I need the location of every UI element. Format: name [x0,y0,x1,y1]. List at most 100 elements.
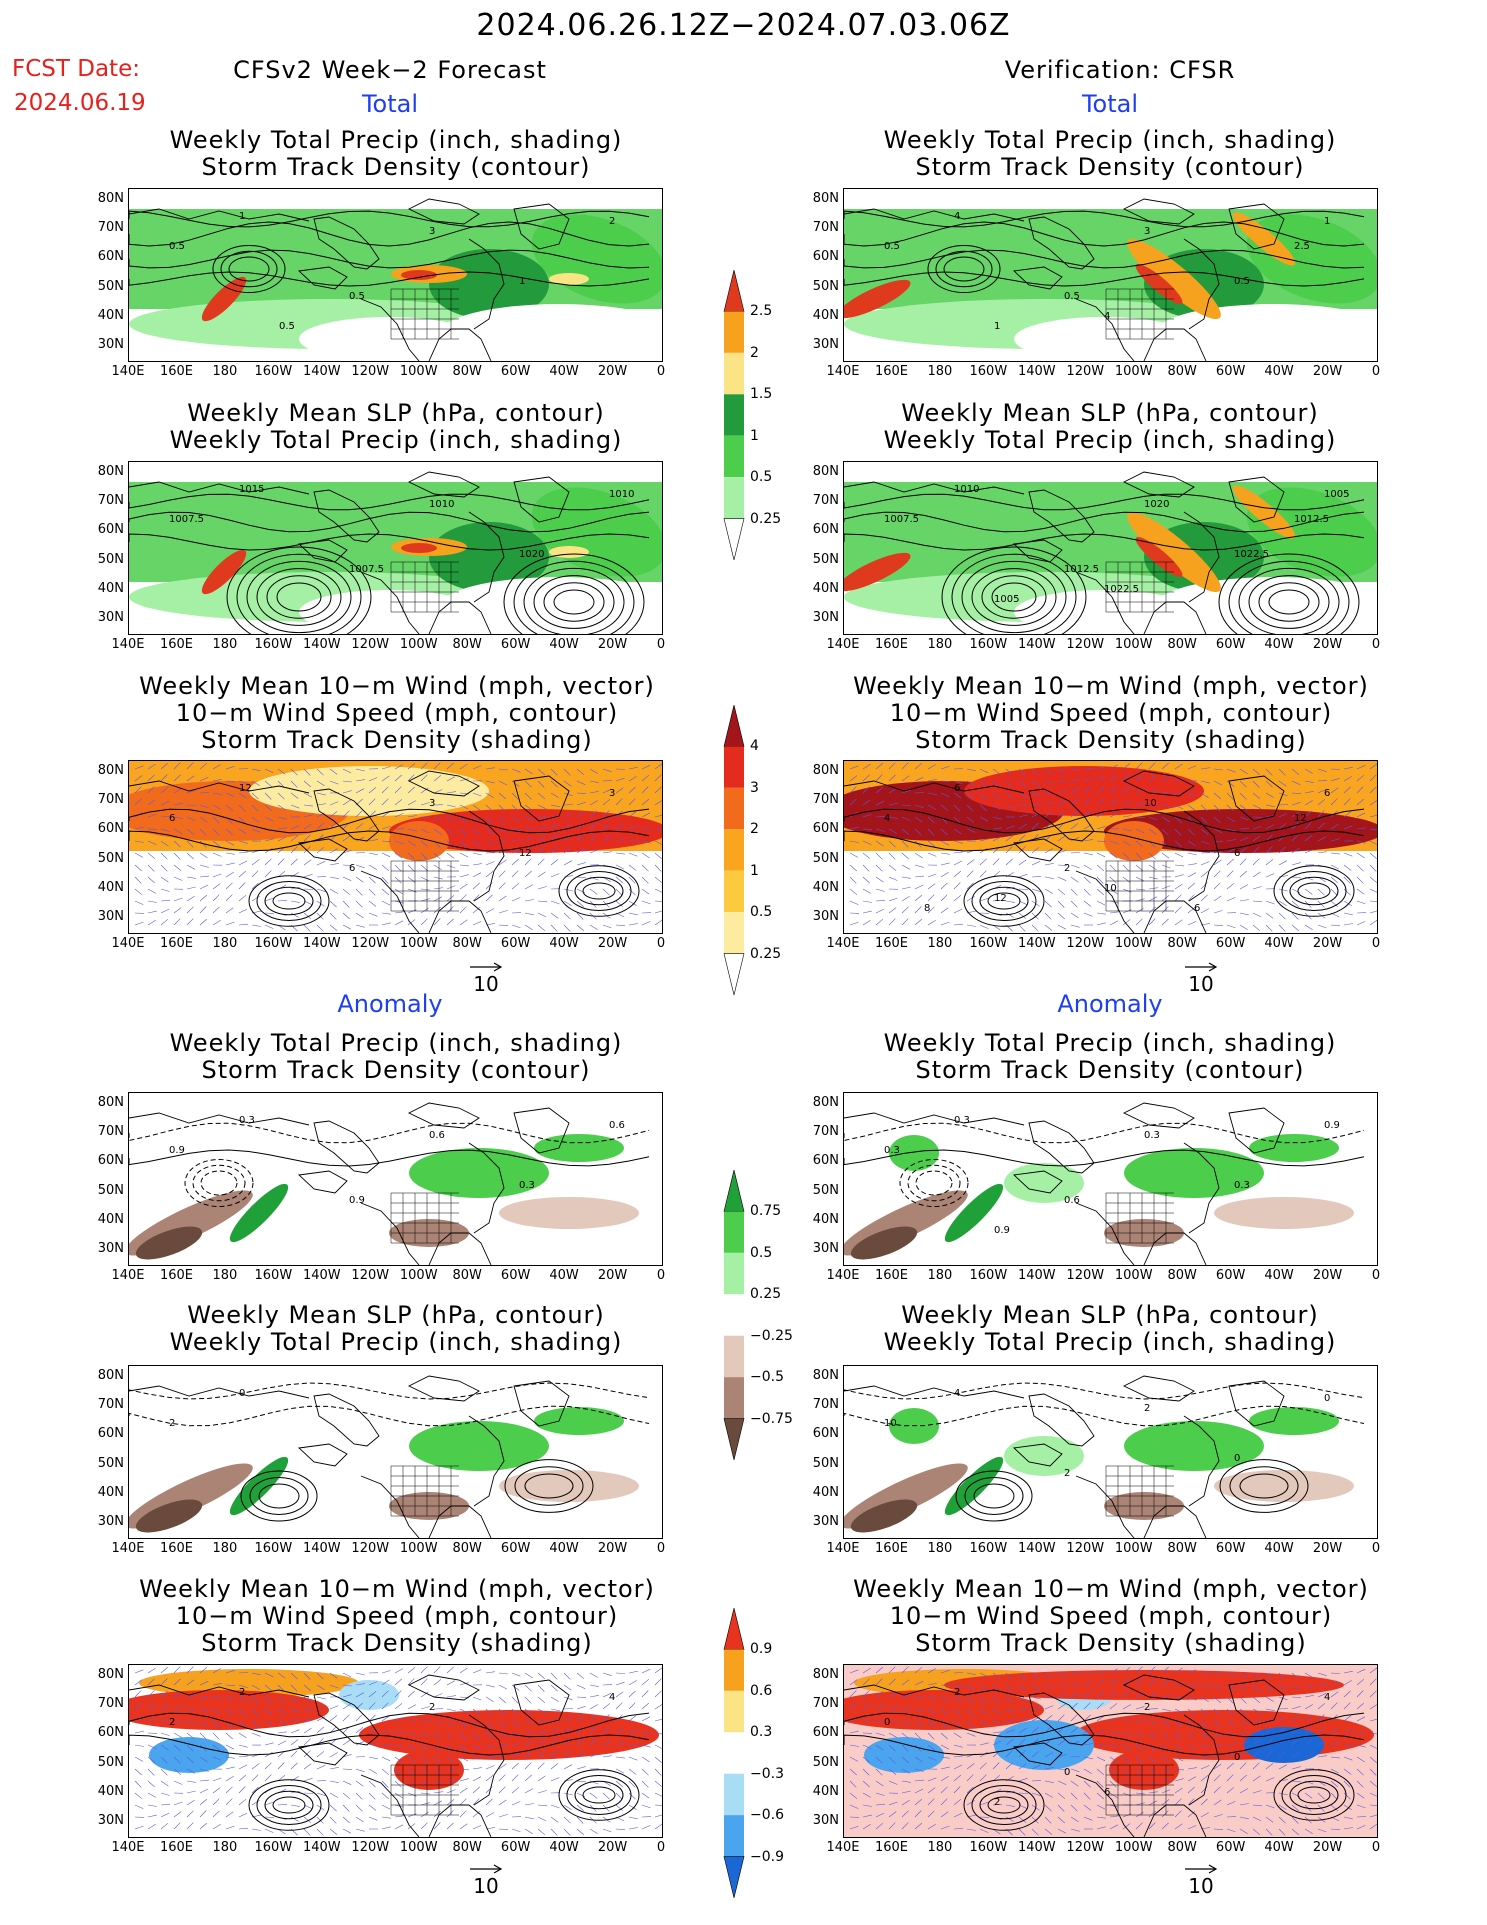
wind-vector [1330,876,1338,884]
lat-tick-label: 30N [812,909,839,924]
shade-blob [439,304,662,361]
wind-vector [303,1727,312,1734]
lat-tick-label: 70N [812,493,839,509]
wind-vector [173,1780,183,1785]
wind-vector [1226,924,1236,929]
wind-vector [485,908,494,914]
wind-vector [186,906,194,914]
wind-vector [1291,1816,1299,1824]
wind-vector [355,852,366,854]
wind-vector [1005,846,1013,854]
wind-vector [1317,1828,1327,1833]
wind-vector [173,897,183,902]
wind-vector [1031,924,1039,932]
wind-vector [537,924,546,932]
wind-vector [940,1775,949,1782]
wind-vector [1187,804,1196,811]
lon-tick-label: 0 [1371,364,1381,379]
wind-vector [1187,1767,1197,1770]
wind-vector [459,1682,469,1686]
contour-label: 1007.5 [169,514,204,525]
lon-tick-label: 180 [212,637,238,652]
wind-vector [1317,810,1325,818]
wind-vector [914,1822,922,1830]
wind-vector [953,1812,963,1818]
wind-vector [394,900,404,904]
wind-vector [979,1708,987,1716]
wind-vector [420,1802,430,1806]
wind-vector [147,1703,156,1710]
wind-vector [901,1679,910,1686]
wind-vector [979,858,987,866]
wind-vector [1278,888,1288,892]
wind-vector [927,1798,935,1806]
wind-vector [1044,876,1054,879]
wind-vector [589,888,598,895]
wind-vector [407,919,416,926]
wind-vector [654,1690,662,1698]
coastline [129,208,310,222]
wind-vector [914,792,925,794]
wind-vector [134,1702,142,1710]
wind-vector [1252,1739,1261,1746]
lon-tick-label: 120W [351,936,390,951]
shading-layer [844,1134,1354,1260]
contour-label: 0 [1234,1453,1240,1464]
wind-vector [485,767,495,770]
wind-vector [355,864,365,869]
contour-line [129,533,650,551]
contour-label: 6 [349,863,355,874]
contour-label: 3 [609,788,615,799]
lon-tick-label: 0 [656,1268,666,1283]
wind-vector [433,1720,443,1725]
wind-vector [368,1714,376,1722]
contour-label: 0.3 [954,1115,970,1126]
wind-vector [264,1684,273,1692]
wind-vector [290,825,300,830]
wind-vector [615,1691,624,1698]
wind-vector [940,1732,948,1740]
lat-tick-label: 80N [97,464,124,479]
wind-vector [1187,1669,1197,1674]
wind-vector [914,828,922,836]
lat-tick-label: 80N [97,1368,124,1383]
wind-vector [615,852,625,855]
shading-layer [129,1665,662,1837]
lon-tick-label: 160E [874,1268,908,1283]
wind-vector [1265,815,1275,818]
wind-vector [1304,1714,1312,1722]
wind-vector [1070,779,1080,782]
wind-vector [459,864,470,867]
wind-vector [472,1669,482,1674]
wind-vector [524,1803,534,1806]
lat-tick-label: 80N [812,191,839,206]
wind-vector [446,852,455,859]
lon-tick-label: 140E [111,364,145,379]
lon-tick-label: 60W [500,936,531,951]
wind-vector [342,924,352,930]
wind-vector [1174,894,1182,902]
wind-vector [654,828,662,831]
wind-vector [1330,1672,1341,1674]
wind-vector [1252,792,1261,800]
wind-vector [1031,822,1039,830]
colorbar-label: 0.5 [750,469,773,486]
wind-vector [134,1730,144,1734]
wind-vector [953,851,963,854]
wind-vector [992,792,1000,800]
wind-vector [1239,858,1247,866]
wind-vector [407,1667,416,1674]
wind-vector [134,888,143,895]
wind-vector [160,1812,170,1818]
wind-vector [186,886,196,890]
wind-vector [1070,823,1079,830]
wind-vector [212,920,221,926]
wind-vector [641,1702,649,1710]
wind-vector [420,1691,429,1698]
wind-vector [550,780,558,788]
contour-label: 0.3 [1144,1130,1160,1141]
wind-vector [433,918,441,926]
wind-vector [537,768,545,776]
wind-vector [420,898,430,902]
